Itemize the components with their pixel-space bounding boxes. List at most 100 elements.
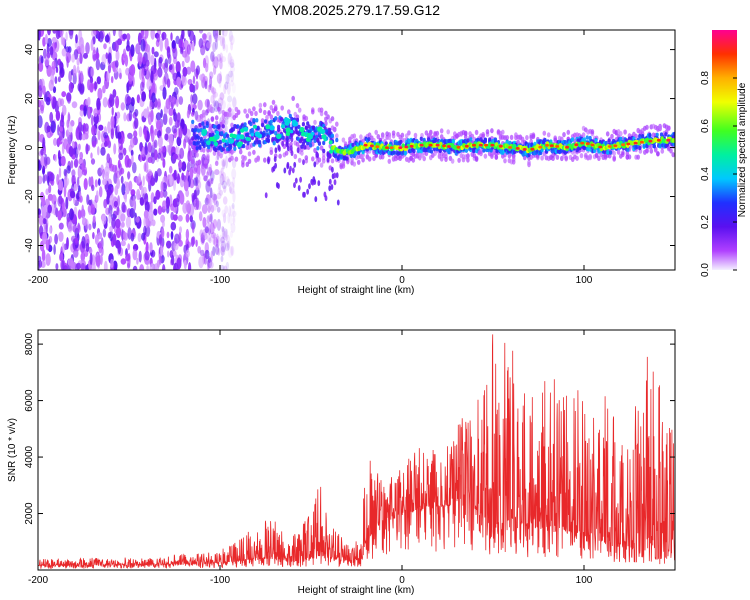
track-halo xyxy=(374,129,379,135)
noise-blob xyxy=(200,249,205,257)
noise-blob xyxy=(212,30,216,38)
noise-blob xyxy=(87,106,91,120)
track-halo xyxy=(313,147,317,153)
noise-blob xyxy=(123,112,127,122)
track-band xyxy=(658,143,662,148)
noise-blob xyxy=(146,79,152,90)
track-band xyxy=(229,145,233,150)
track-halo xyxy=(263,109,267,116)
track-halo xyxy=(540,155,544,161)
noise-blob xyxy=(110,115,115,128)
noise-blob xyxy=(112,233,117,246)
noise-blob xyxy=(52,86,57,94)
noise-blob xyxy=(132,265,138,270)
noise-blob xyxy=(227,246,233,258)
noise-blob xyxy=(221,209,226,218)
noise-blob xyxy=(231,202,235,210)
noise-blob xyxy=(42,174,46,184)
noise-blob xyxy=(154,128,158,136)
spectrogram-x-ticks: -200 -100 0 100 xyxy=(28,30,593,286)
noise-blob xyxy=(129,207,135,219)
track-halo xyxy=(525,135,529,141)
noise-blob xyxy=(203,175,208,182)
noise-blob xyxy=(166,231,170,239)
spectrogram-y-tick-label: 40 xyxy=(24,44,35,56)
noise-blob xyxy=(171,40,176,49)
noise-blob xyxy=(115,95,120,109)
track-halo xyxy=(466,157,470,163)
track-band xyxy=(422,137,426,143)
noise-blob xyxy=(205,180,211,193)
track-spike xyxy=(323,191,327,198)
track-band xyxy=(606,150,610,155)
noise-blob xyxy=(117,131,122,140)
track-spike xyxy=(283,167,287,174)
track-halo xyxy=(636,154,640,160)
noise-blob xyxy=(94,179,98,188)
noise-blob xyxy=(104,140,108,147)
noise-blob xyxy=(47,30,51,36)
track-halo xyxy=(297,107,302,113)
track-halo xyxy=(422,156,427,162)
noise-blob xyxy=(132,248,138,261)
track-band xyxy=(648,132,652,138)
track-spike xyxy=(314,196,318,203)
noise-blob xyxy=(178,96,184,105)
noise-blob xyxy=(190,236,195,247)
snr-x-tick-label: -200 xyxy=(28,575,48,586)
track-spike xyxy=(313,161,317,168)
noise-blob xyxy=(90,158,96,165)
noise-blob xyxy=(225,175,230,186)
noise-blob xyxy=(221,226,225,240)
noise-blob xyxy=(141,146,146,158)
noise-blob xyxy=(46,52,51,59)
noise-blob xyxy=(172,153,178,160)
noise-blob xyxy=(73,183,78,191)
track-mid-blob xyxy=(265,124,271,130)
colorbar: 0.0 0.2 0.4 0.6 0.8 Normalized spectral ampl… xyxy=(700,30,748,277)
track-peak xyxy=(549,144,554,148)
noise-blob xyxy=(107,121,111,134)
track-halo xyxy=(317,157,322,163)
track-halo xyxy=(546,132,551,138)
noise-blob xyxy=(230,245,235,257)
noise-blob xyxy=(176,98,179,108)
noise-blob xyxy=(40,56,44,64)
noise-blob xyxy=(40,155,45,167)
noise-blob xyxy=(58,231,64,242)
noise-blob xyxy=(74,237,78,244)
track-halo xyxy=(494,154,499,160)
noise-blob xyxy=(101,214,107,225)
noise-blob xyxy=(92,215,96,224)
track-halo xyxy=(311,109,315,115)
noise-blob xyxy=(114,185,119,196)
track-halo xyxy=(387,158,392,164)
noise-blob xyxy=(61,201,66,213)
noise-blob xyxy=(95,58,101,71)
noise-blob xyxy=(40,104,44,114)
colorbar-gradient xyxy=(712,30,737,270)
noise-blob xyxy=(95,255,101,267)
noise-blob xyxy=(59,98,65,107)
noise-blob xyxy=(214,169,220,176)
snr-y-tick-label: 8000 xyxy=(24,333,35,356)
track-halo xyxy=(295,103,300,109)
noise-blob xyxy=(93,262,96,270)
noise-blob xyxy=(206,234,212,242)
noise-blob xyxy=(88,223,92,231)
noise-blob xyxy=(162,189,168,198)
noise-blob xyxy=(173,87,179,96)
track-spike xyxy=(286,161,290,168)
noise-blob xyxy=(67,111,71,125)
track-halo xyxy=(413,132,418,138)
noise-blob xyxy=(56,173,60,186)
track-halo xyxy=(297,157,302,163)
noise-blob xyxy=(189,151,193,162)
noise-blob xyxy=(232,215,236,226)
snr-series-line xyxy=(38,334,675,570)
track-mid-blob xyxy=(320,128,326,135)
track-mid-blob xyxy=(239,134,245,140)
track-band xyxy=(483,137,487,142)
noise-blob xyxy=(38,215,44,226)
noise-blob xyxy=(75,34,78,44)
